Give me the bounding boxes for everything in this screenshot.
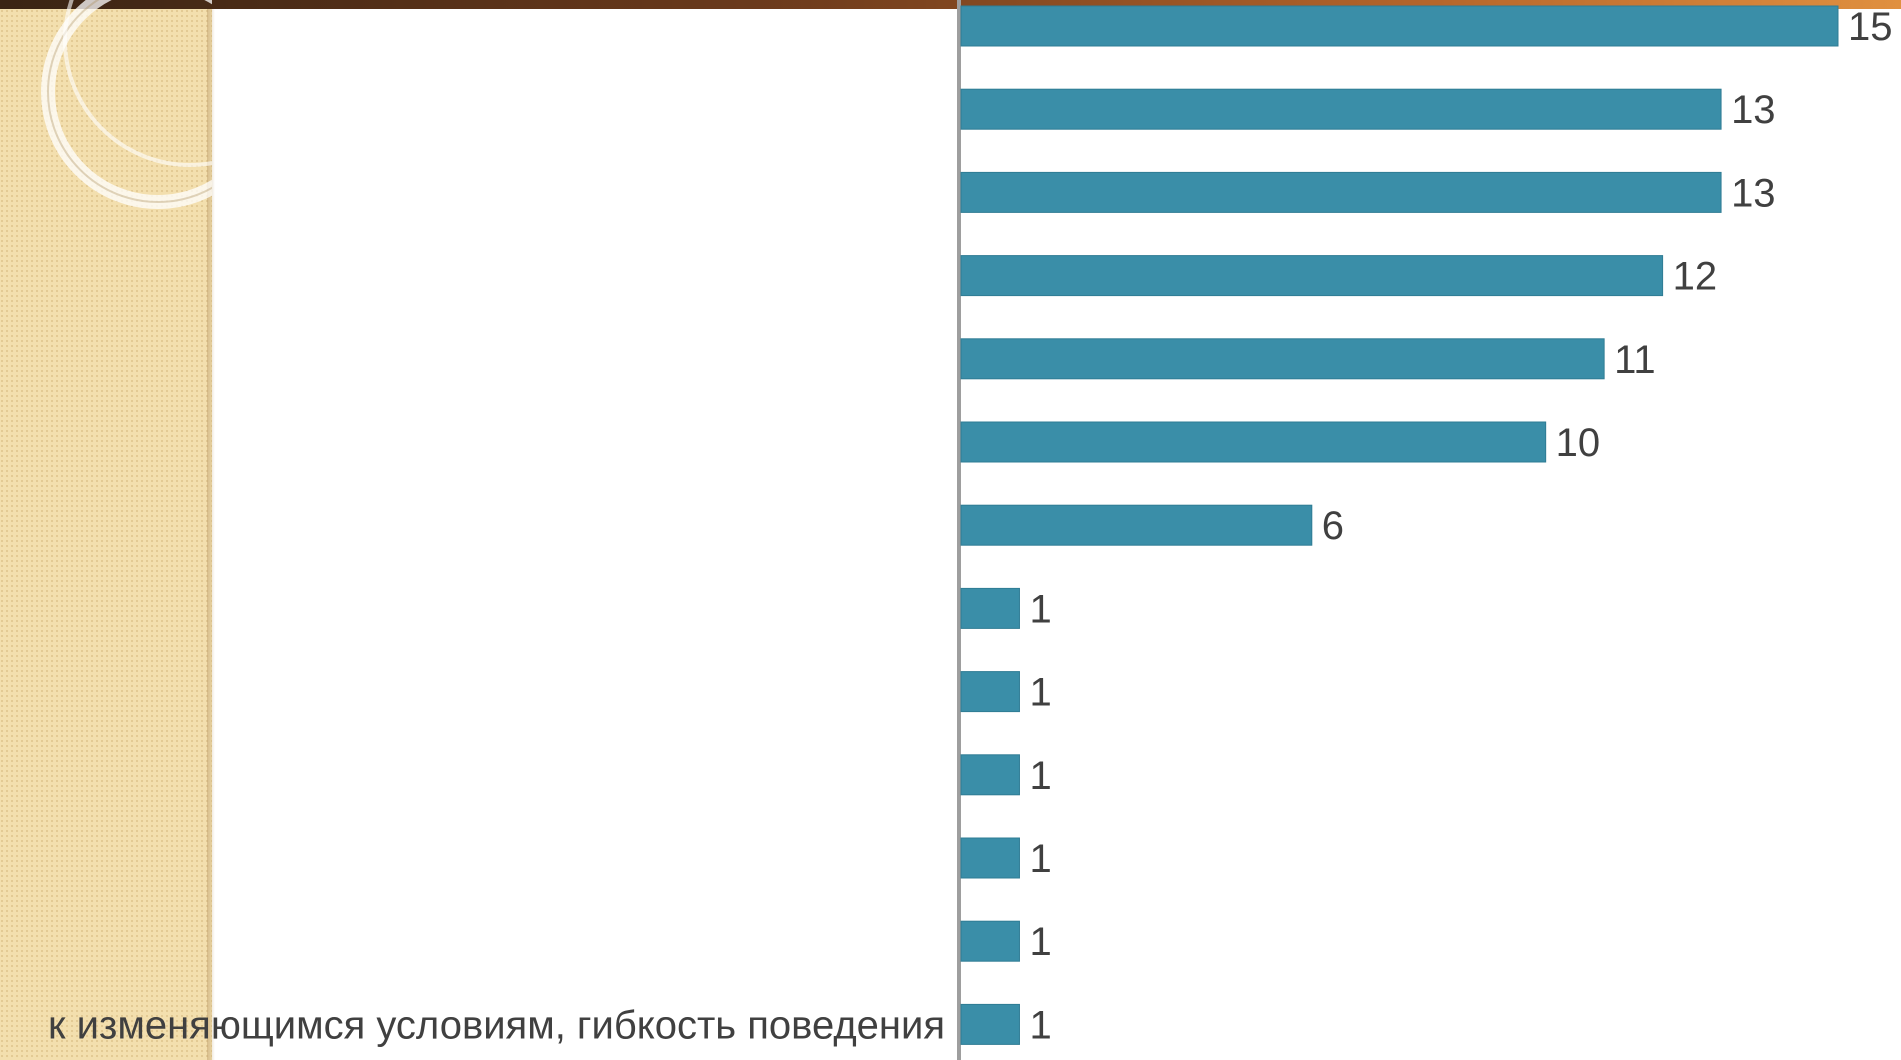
bar-12 (960, 920, 1020, 962)
bar-6 (960, 421, 1547, 463)
bar-10 (960, 754, 1020, 796)
data-label-4: 12 (1673, 255, 1718, 299)
data-label-6: 10 (1556, 421, 1601, 465)
data-label-3: 13 (1731, 171, 1776, 215)
data-label-7: 6 (1322, 504, 1344, 548)
data-label-1: 15 (1848, 5, 1893, 49)
bar-4 (960, 255, 1664, 297)
bar-11 (960, 837, 1020, 879)
data-label-10: 1 (1029, 754, 1051, 798)
bar-13 (960, 1003, 1020, 1045)
bar-5 (960, 338, 1605, 380)
bar-8 (960, 587, 1020, 629)
data-label-11: 1 (1029, 837, 1051, 881)
bar-2 (960, 88, 1722, 130)
left-panel-shadow (207, 9, 215, 1060)
data-label-5: 11 (1614, 338, 1656, 382)
bar-3 (960, 171, 1722, 213)
decor-rings-icon (41, 0, 212, 209)
bar-1 (960, 5, 1839, 47)
top-decor-band (0, 0, 1901, 9)
data-label-2: 13 (1731, 88, 1776, 132)
bar-7 (960, 504, 1313, 546)
category-label-13: к изменяющимся условиям, гибкость поведе… (48, 1003, 945, 1047)
data-label-12: 1 (1029, 920, 1051, 964)
bar-9 (960, 671, 1020, 713)
data-label-13: 1 (1029, 1003, 1051, 1047)
data-label-9: 1 (1029, 671, 1051, 715)
data-label-8: 1 (1029, 587, 1051, 631)
